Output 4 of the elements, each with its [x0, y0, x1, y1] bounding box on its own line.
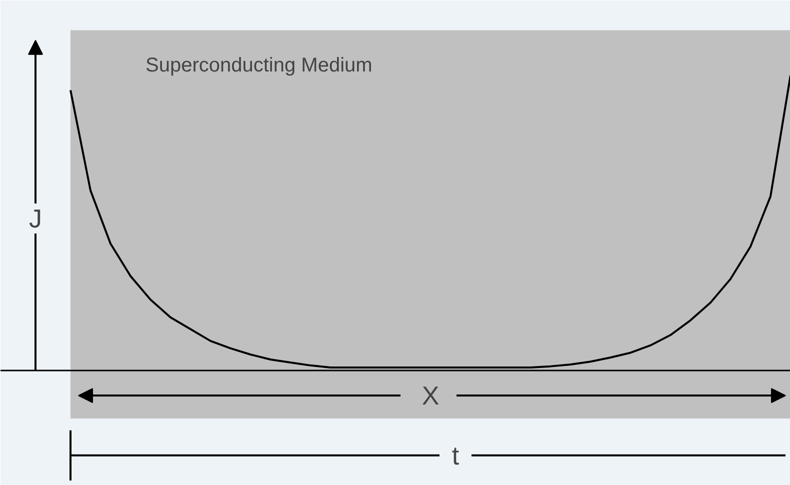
- text: t: [452, 440, 460, 470]
- annotation: Superconducting Medium: [146, 54, 372, 76]
- x-axis-title: X: [422, 380, 440, 411]
- y-axis-title: J: [29, 204, 42, 234]
